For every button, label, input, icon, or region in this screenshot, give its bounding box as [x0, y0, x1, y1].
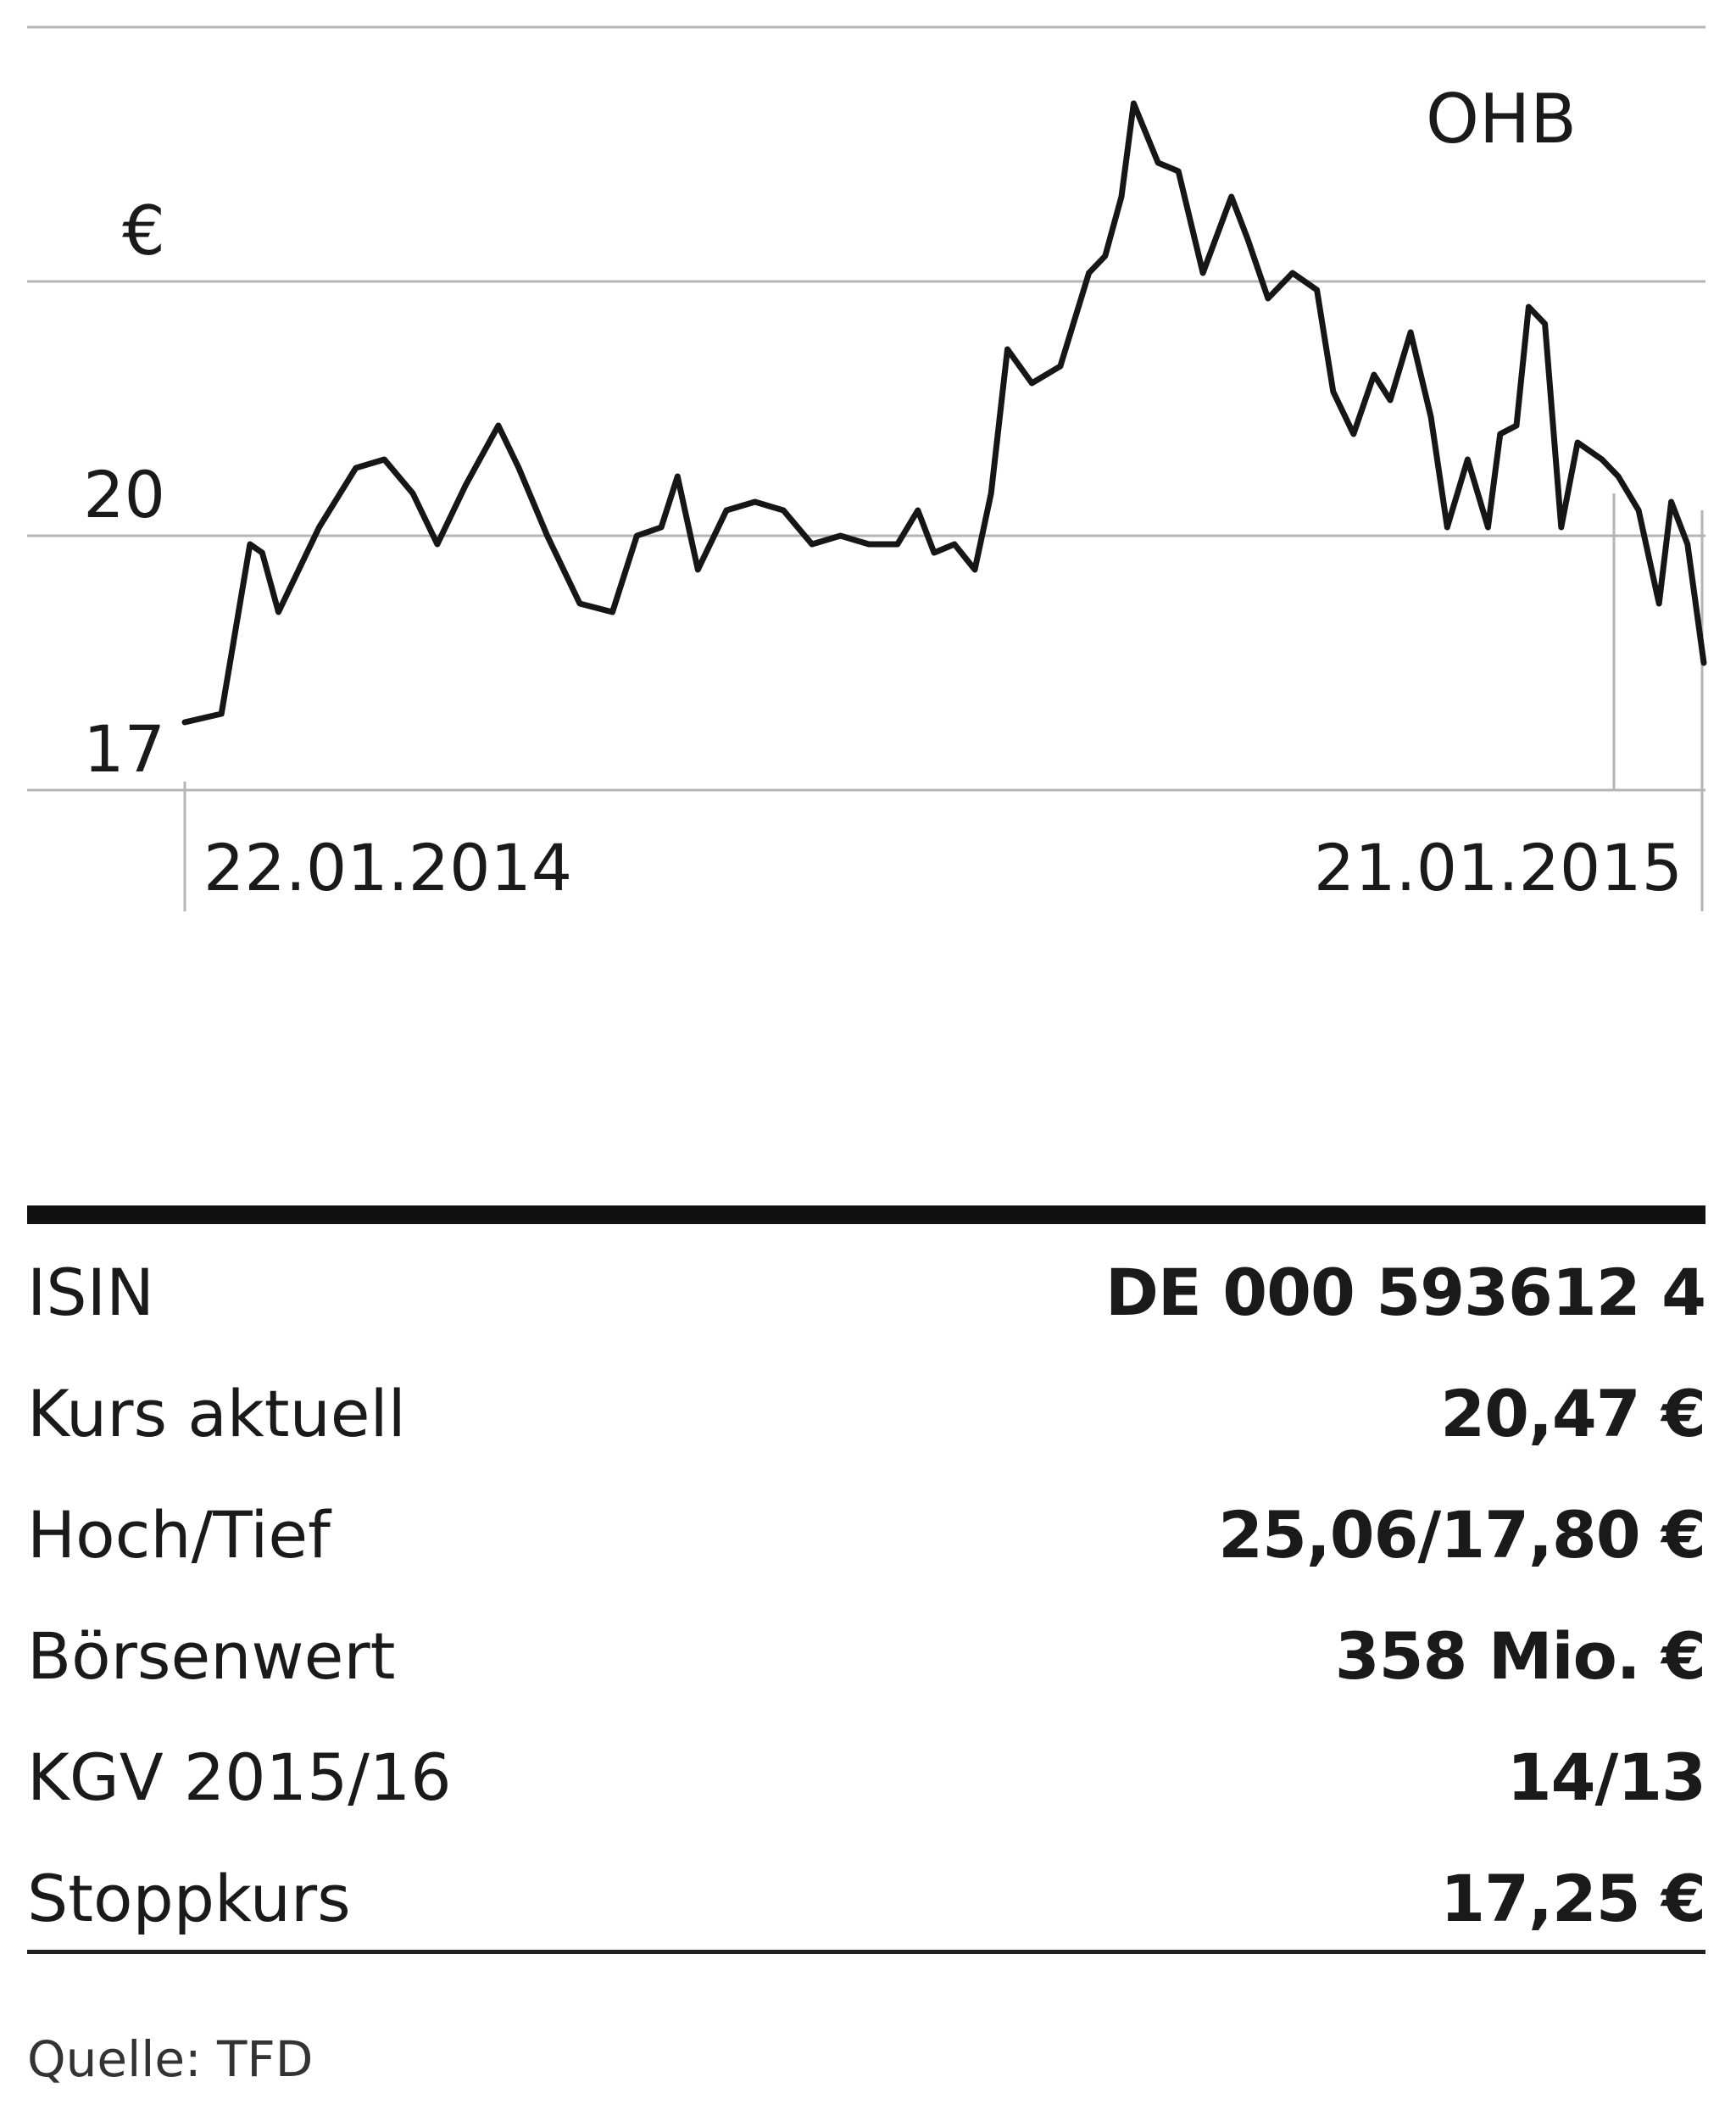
row-value: 14/13	[1506, 1740, 1706, 1815]
table-bottom-rule	[27, 1950, 1705, 1954]
table-top-rule	[27, 1205, 1705, 1224]
chart-ticks: 17 20 22.01.2014 21.01.2015	[83, 457, 1683, 905]
table-row: Kurs aktuell 20,47 €	[27, 1355, 1706, 1473]
table-row: ISIN DE 000 593612 4	[27, 1233, 1706, 1352]
row-value: 25,06/17,80 €	[1218, 1497, 1706, 1573]
chart-grid	[27, 25, 1705, 911]
row-label: ISIN	[27, 1255, 154, 1330]
row-label: Kurs aktuell	[27, 1376, 406, 1451]
y-tick-label: 20	[83, 457, 165, 532]
row-value: 358 Mio. €	[1334, 1618, 1706, 1694]
row-label: Stoppkurs	[27, 1861, 351, 1936]
row-value: 17,25 €	[1440, 1861, 1706, 1936]
row-label: Hoch/Tief	[27, 1497, 331, 1573]
x-tick-label: 21.01.2015	[1314, 830, 1683, 905]
x-tick-label: 22.01.2014	[203, 830, 572, 905]
price-line	[181, 100, 1707, 726]
table-row: KGV 2015/16 14/13	[27, 1718, 1706, 1837]
chart-unit: €	[122, 192, 165, 270]
row-value: DE 000 593612 4	[1104, 1255, 1706, 1330]
source-note: Quelle: TFD	[27, 2030, 314, 2088]
row-value: 20,47 €	[1440, 1376, 1706, 1451]
price-chart: 17 20 22.01.2014 21.01.2015 OHB €	[27, 25, 1707, 911]
table-row: Stoppkurs 17,25 €	[27, 1840, 1706, 1958]
table-row: Hoch/Tief 25,06/17,80 €	[27, 1476, 1706, 1595]
table-row: Börsenwert 358 Mio. €	[27, 1597, 1706, 1716]
y-tick-label: 17	[83, 711, 165, 787]
row-label: KGV 2015/16	[27, 1740, 452, 1815]
row-label: Börsenwert	[27, 1618, 396, 1694]
chart-title: OHB	[1426, 80, 1577, 159]
